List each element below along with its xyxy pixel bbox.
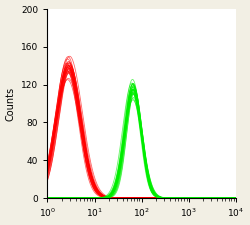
Y-axis label: Counts: Counts [6, 86, 16, 121]
